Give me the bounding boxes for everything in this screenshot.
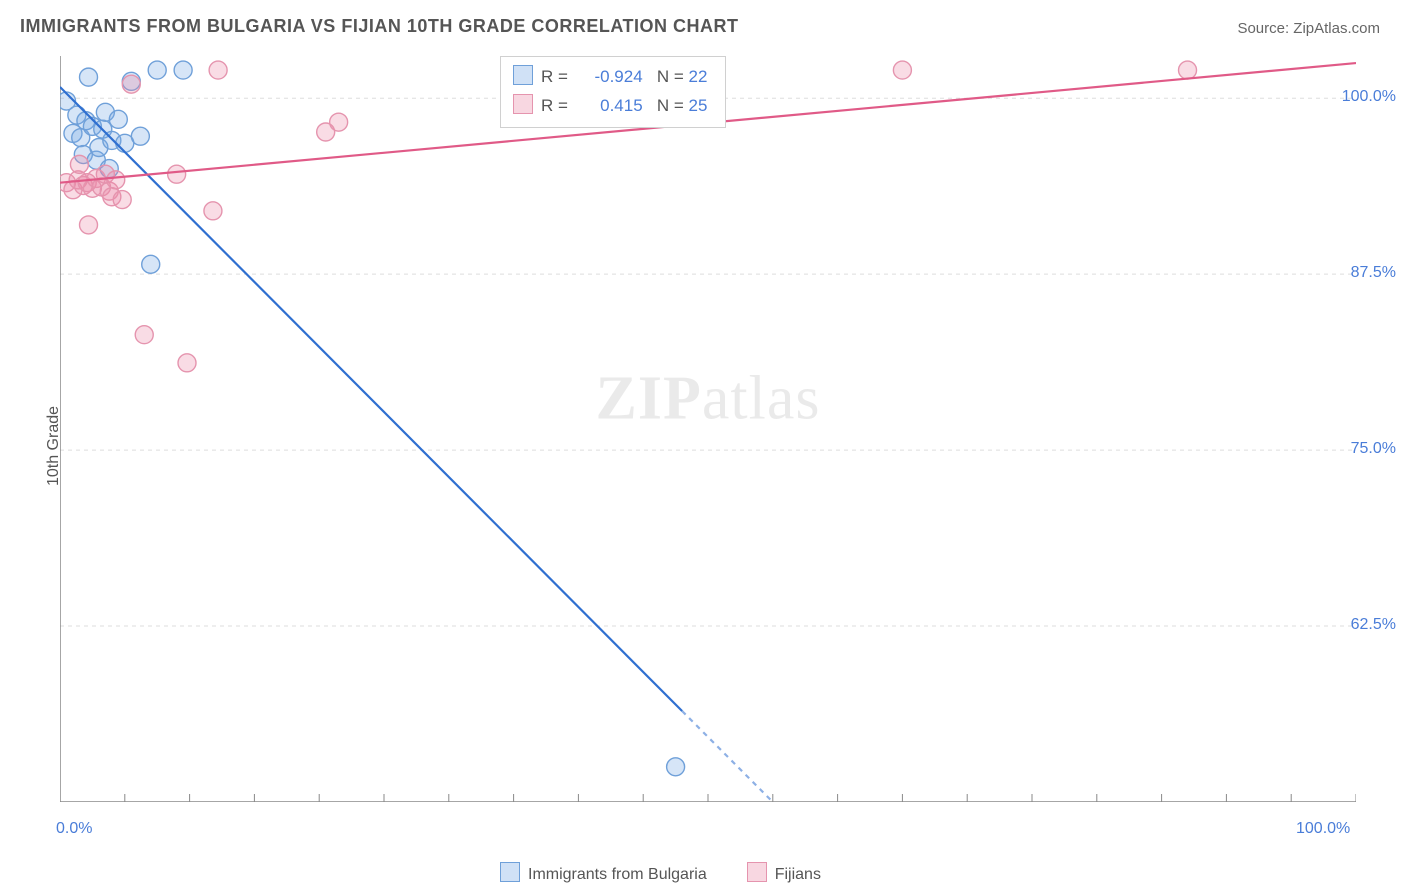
legend-swatch (513, 65, 533, 85)
legend-row: R = -0.924 N = 22 (513, 63, 707, 92)
legend-swatch (747, 862, 767, 882)
chart-title: IMMIGRANTS FROM BULGARIA VS FIJIAN 10TH … (20, 16, 739, 37)
y-tick-label: 62.5% (1351, 616, 1396, 634)
legend-swatch (513, 94, 533, 114)
scatter-chart (60, 56, 1356, 802)
x-tick-label: 0.0% (56, 820, 92, 838)
legend-label: Fijians (775, 866, 821, 883)
bottom-legend-item: Immigrants from Bulgaria (500, 862, 707, 884)
bottom-legend: Immigrants from Bulgaria Fijians (500, 862, 821, 884)
y-tick-label: 75.0% (1351, 440, 1396, 458)
source-label: Source: ZipAtlas.com (1237, 20, 1380, 37)
correlation-legend-box: R = -0.924 N = 22R = 0.415 N = 25 (500, 56, 726, 128)
x-tick-label: 100.0% (1296, 820, 1350, 838)
legend-row: R = 0.415 N = 25 (513, 92, 707, 121)
y-tick-label: 100.0% (1342, 88, 1396, 106)
bottom-legend-item: Fijians (747, 862, 821, 884)
plot-area: ZIPatlas R = -0.924 N = 22R = 0.415 N = … (60, 56, 1356, 802)
legend-swatch (500, 862, 520, 882)
y-tick-label: 87.5% (1351, 264, 1396, 282)
legend-label: Immigrants from Bulgaria (528, 866, 707, 883)
